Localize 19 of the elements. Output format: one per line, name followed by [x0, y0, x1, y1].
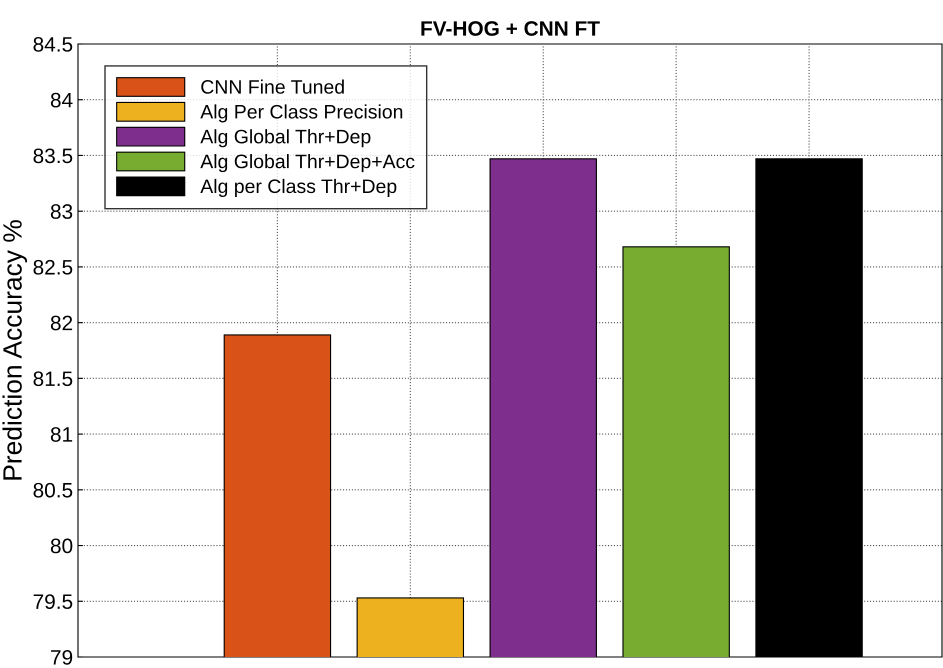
- y-tick-label: 79: [51, 650, 72, 665]
- legend-label: CNN Fine Tuned: [201, 80, 344, 94]
- y-tick-label: 82: [50, 316, 72, 330]
- y-tick-label: 81.5: [34, 371, 72, 386]
- chart-title: FV-HOG + CNN FT: [421, 21, 600, 36]
- y-tick-label: 80: [50, 538, 72, 554]
- y-axis-title: Prediction Accuracy %: [2, 220, 28, 480]
- y-tick-label: 84.5: [34, 37, 72, 52]
- y-tick-label: 83.5: [34, 148, 72, 164]
- legend-label: Alg Global Thr+Dep+Acc: [200, 154, 414, 172]
- legend-label: Alg Global Thr+Dep: [200, 129, 370, 148]
- y-tick-label: 83: [50, 204, 72, 219]
- legend-label: Alg per Class Thr+Dep: [200, 178, 396, 197]
- y-tick-label: 84: [50, 92, 73, 108]
- y-tick-label: 81: [50, 427, 72, 442]
- legend-label: Alg Per Class Precision: [200, 104, 402, 122]
- y-tick-label: 82.5: [34, 260, 72, 275]
- y-tick-label: 80.5: [34, 482, 72, 498]
- y-tick-label: 79.5: [34, 594, 72, 610]
